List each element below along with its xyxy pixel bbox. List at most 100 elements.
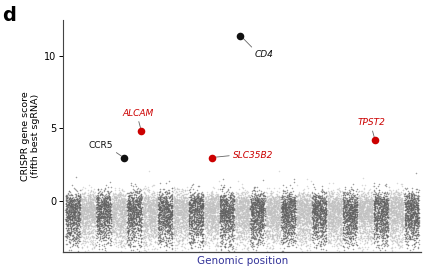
Point bbox=[86, 195, 93, 199]
Point bbox=[257, 217, 264, 221]
Point bbox=[198, 247, 205, 252]
Point bbox=[326, 220, 333, 224]
Point bbox=[360, 199, 366, 203]
Point bbox=[327, 214, 334, 218]
Point bbox=[278, 220, 285, 224]
Point bbox=[335, 212, 342, 216]
Point bbox=[361, 215, 368, 219]
Point bbox=[323, 209, 330, 213]
Point bbox=[250, 228, 257, 232]
Point bbox=[209, 203, 216, 207]
Point bbox=[291, 200, 298, 205]
Point bbox=[404, 223, 411, 228]
Point bbox=[95, 223, 101, 227]
Point bbox=[213, 196, 220, 200]
Point bbox=[356, 214, 363, 218]
Point bbox=[168, 214, 175, 219]
Point bbox=[68, 214, 74, 218]
Point bbox=[119, 215, 126, 219]
Point bbox=[325, 220, 332, 224]
Point bbox=[291, 239, 298, 243]
Point bbox=[303, 203, 310, 207]
Point bbox=[365, 198, 372, 203]
Point bbox=[97, 193, 104, 197]
Point bbox=[388, 197, 395, 202]
Point bbox=[211, 204, 218, 209]
Point bbox=[254, 212, 261, 216]
Point bbox=[164, 201, 171, 206]
Point bbox=[179, 207, 186, 211]
Point bbox=[373, 222, 380, 227]
Point bbox=[94, 222, 101, 226]
Point bbox=[152, 225, 159, 229]
Point bbox=[171, 220, 178, 225]
Point bbox=[388, 194, 395, 199]
Point bbox=[389, 239, 395, 243]
Point bbox=[81, 227, 88, 232]
Point bbox=[265, 205, 271, 209]
Point bbox=[320, 197, 327, 201]
Point bbox=[274, 222, 281, 226]
Point bbox=[170, 210, 177, 215]
Point bbox=[252, 218, 259, 223]
Point bbox=[77, 205, 84, 209]
Point bbox=[242, 223, 249, 227]
Point bbox=[234, 206, 241, 210]
Point bbox=[193, 216, 200, 220]
Point bbox=[78, 245, 85, 249]
Point bbox=[221, 211, 228, 215]
Point bbox=[347, 230, 354, 235]
Point bbox=[180, 208, 187, 212]
Point bbox=[141, 204, 148, 209]
Point bbox=[89, 215, 96, 219]
Point bbox=[266, 200, 273, 205]
Point bbox=[383, 225, 390, 229]
Point bbox=[364, 208, 371, 212]
Point bbox=[335, 241, 342, 245]
Point bbox=[279, 202, 286, 206]
Point bbox=[170, 202, 177, 206]
Point bbox=[266, 224, 273, 228]
Point bbox=[164, 216, 171, 220]
Point bbox=[304, 219, 311, 223]
Point bbox=[292, 222, 299, 227]
Point bbox=[283, 205, 290, 210]
Point bbox=[383, 201, 390, 205]
Point bbox=[412, 240, 419, 245]
Point bbox=[117, 199, 124, 204]
Point bbox=[120, 195, 127, 200]
Point bbox=[396, 228, 403, 233]
Point bbox=[350, 194, 357, 198]
Point bbox=[358, 219, 365, 223]
Point bbox=[194, 231, 201, 236]
Point bbox=[237, 215, 244, 219]
Point bbox=[238, 226, 245, 230]
Point bbox=[166, 190, 172, 194]
Point bbox=[130, 186, 137, 191]
Point bbox=[288, 216, 295, 221]
Point bbox=[130, 214, 137, 218]
Point bbox=[259, 222, 265, 227]
Point bbox=[90, 193, 97, 197]
Point bbox=[93, 210, 100, 215]
Point bbox=[163, 194, 169, 199]
Point bbox=[67, 201, 74, 206]
Point bbox=[306, 207, 313, 212]
Point bbox=[323, 199, 330, 203]
Point bbox=[167, 219, 174, 224]
Point bbox=[279, 207, 286, 211]
Point bbox=[171, 218, 178, 223]
Point bbox=[297, 202, 304, 206]
Point bbox=[350, 223, 357, 227]
Point bbox=[380, 211, 387, 216]
Point bbox=[229, 211, 235, 215]
Point bbox=[141, 223, 148, 227]
Point bbox=[393, 210, 400, 215]
Point bbox=[321, 196, 327, 201]
Point bbox=[159, 200, 166, 204]
Point bbox=[350, 236, 357, 241]
Point bbox=[82, 205, 89, 209]
Point bbox=[356, 212, 363, 216]
Point bbox=[95, 199, 102, 204]
Point bbox=[124, 221, 131, 225]
